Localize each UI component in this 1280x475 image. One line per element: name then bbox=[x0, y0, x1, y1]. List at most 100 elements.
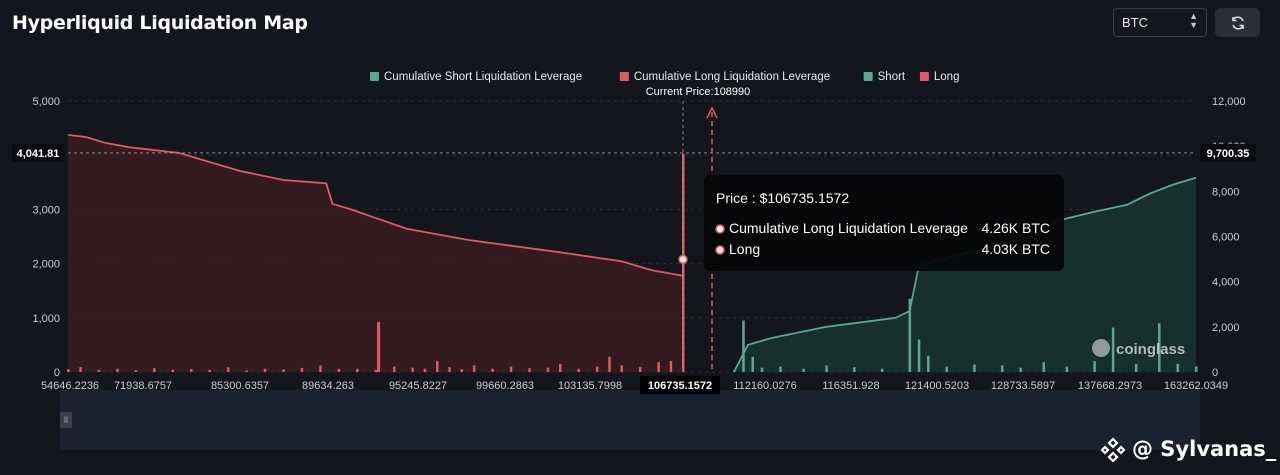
binance-diamond-icon bbox=[1100, 437, 1126, 462]
chevron-updown-icon: ▲ ▼ bbox=[1189, 11, 1198, 30]
short-bar bbox=[853, 367, 856, 372]
long-bar bbox=[559, 363, 562, 372]
short-bar bbox=[1019, 367, 1022, 372]
long-bar bbox=[300, 367, 304, 372]
long-bar bbox=[657, 362, 660, 372]
short-bar bbox=[973, 364, 976, 372]
crosshair-left-label: 4,041.81 bbox=[17, 148, 60, 160]
x-tick-label: 95245.8227 bbox=[389, 380, 447, 392]
asset-select-value: BTC bbox=[1122, 15, 1148, 30]
y-left-tick-label: 0 bbox=[54, 367, 60, 379]
short-bar bbox=[742, 320, 745, 372]
short-bar bbox=[945, 366, 949, 372]
long-bar bbox=[282, 369, 285, 372]
short-bar bbox=[802, 368, 805, 372]
tooltip-row-label: Cumulative Long Liquidation Leverage bbox=[729, 220, 968, 236]
x-tick-label: 116351.928 bbox=[822, 380, 879, 392]
long-bar bbox=[638, 367, 642, 372]
legend-label: Short bbox=[878, 71, 906, 83]
short-bar bbox=[1176, 363, 1180, 372]
long-bar bbox=[356, 368, 359, 372]
long-bar bbox=[436, 361, 439, 372]
tooltip-row-value: 4.26K BTC bbox=[982, 220, 1050, 236]
long-bar bbox=[608, 356, 611, 372]
current-price-label: Current Price:108990 bbox=[646, 86, 751, 98]
x-tick-label: 85300.6357 bbox=[211, 380, 269, 392]
short-bar bbox=[880, 368, 884, 372]
hover-dot bbox=[678, 254, 688, 265]
watermark: @ Sylvanas_ bbox=[1100, 436, 1276, 462]
x-tick-label: 137668.2973 bbox=[1078, 380, 1142, 392]
long-bar bbox=[190, 369, 193, 372]
x-tick-label: 128733.5897 bbox=[991, 380, 1055, 392]
zoom-handle-left[interactable]: ll bbox=[60, 412, 72, 428]
refresh-button[interactable] bbox=[1215, 8, 1260, 37]
page-title: Hyperliquid Liquidation Map bbox=[12, 12, 308, 34]
short-bar bbox=[1000, 365, 1004, 372]
long-bar bbox=[79, 367, 82, 372]
y-right-tick-label: 2,000 bbox=[1212, 322, 1240, 334]
x-highlight-badge bbox=[640, 376, 720, 394]
short-bar bbox=[927, 355, 930, 372]
short-bar bbox=[1158, 323, 1161, 372]
long-bar bbox=[528, 368, 531, 372]
watermark-text: @ Sylvanas_ bbox=[1132, 437, 1277, 461]
short-bar bbox=[917, 339, 921, 372]
short-bar bbox=[1195, 366, 1198, 372]
tooltip-row-dot bbox=[715, 224, 725, 234]
asset-select[interactable]: BTC ▲ ▼ bbox=[1113, 8, 1207, 37]
y-left-tick-label: 5,000 bbox=[32, 96, 60, 108]
long-bar bbox=[620, 365, 623, 372]
y-left-tick-label: 1,000 bbox=[32, 313, 60, 325]
short-bar bbox=[751, 356, 754, 372]
legend-swatch bbox=[619, 72, 629, 81]
long-bar bbox=[491, 368, 494, 372]
y-right-tick-label: 6,000 bbox=[1212, 232, 1240, 244]
short-bar bbox=[1093, 361, 1096, 372]
coinglass-logo: coinglass bbox=[1116, 341, 1185, 358]
long-bar bbox=[116, 368, 119, 372]
crosshair-left-badge bbox=[12, 143, 64, 162]
long-bar bbox=[577, 368, 580, 372]
long-bar bbox=[226, 367, 230, 372]
long-bar bbox=[134, 370, 138, 372]
cumulative-long-line bbox=[67, 134, 684, 277]
x-tick-label: 121400.5203 bbox=[905, 380, 969, 392]
crosshair-right-badge bbox=[1200, 143, 1256, 162]
legend-swatch bbox=[863, 72, 873, 81]
legend-swatch bbox=[370, 72, 379, 81]
long-bar bbox=[595, 366, 599, 372]
y-left-tick-label: 3,000 bbox=[32, 204, 60, 216]
refresh-icon bbox=[1231, 15, 1244, 30]
long-bar bbox=[509, 366, 513, 372]
tooltip-title: Price : $106735.1572 bbox=[716, 190, 849, 206]
long-bar bbox=[460, 369, 464, 372]
x-tick-label: 54646.2236 bbox=[41, 380, 99, 392]
short-bar bbox=[908, 298, 912, 372]
tooltip-box bbox=[704, 175, 1064, 271]
liquidation-chart: 01,0002,0003,0004,0005,00002,0004,0006,0… bbox=[12, 71, 1256, 394]
long-bar bbox=[546, 367, 550, 372]
short-bar bbox=[825, 365, 828, 372]
long-bar bbox=[377, 322, 381, 372]
crosshair-right-label: 9,700.35 bbox=[1207, 148, 1250, 160]
long-bar bbox=[392, 366, 396, 372]
long-bar bbox=[263, 368, 267, 372]
short-bar bbox=[1111, 327, 1115, 372]
long-bar bbox=[669, 361, 673, 372]
x-tick-label: 89634.263 bbox=[302, 380, 354, 392]
x-tick-label: 99660.2863 bbox=[476, 380, 534, 392]
long-bar bbox=[97, 369, 101, 372]
long-bar bbox=[374, 369, 377, 372]
y-left-tick-label: 2,000 bbox=[32, 259, 60, 271]
x-tick-label: 103135.7998 bbox=[558, 380, 622, 392]
y-right-tick-label: 8,000 bbox=[1212, 186, 1240, 198]
current-price-arrow bbox=[706, 106, 718, 119]
short-bar bbox=[1134, 363, 1138, 372]
long-bar bbox=[472, 365, 476, 372]
x-tick-label: 112160.0276 bbox=[733, 380, 796, 392]
long-bar bbox=[171, 369, 175, 372]
long-bar bbox=[245, 370, 248, 372]
zoom-scrollbar[interactable]: ll bbox=[60, 390, 1200, 450]
legend-label: Cumulative Long Liquidation Leverage bbox=[634, 71, 830, 83]
